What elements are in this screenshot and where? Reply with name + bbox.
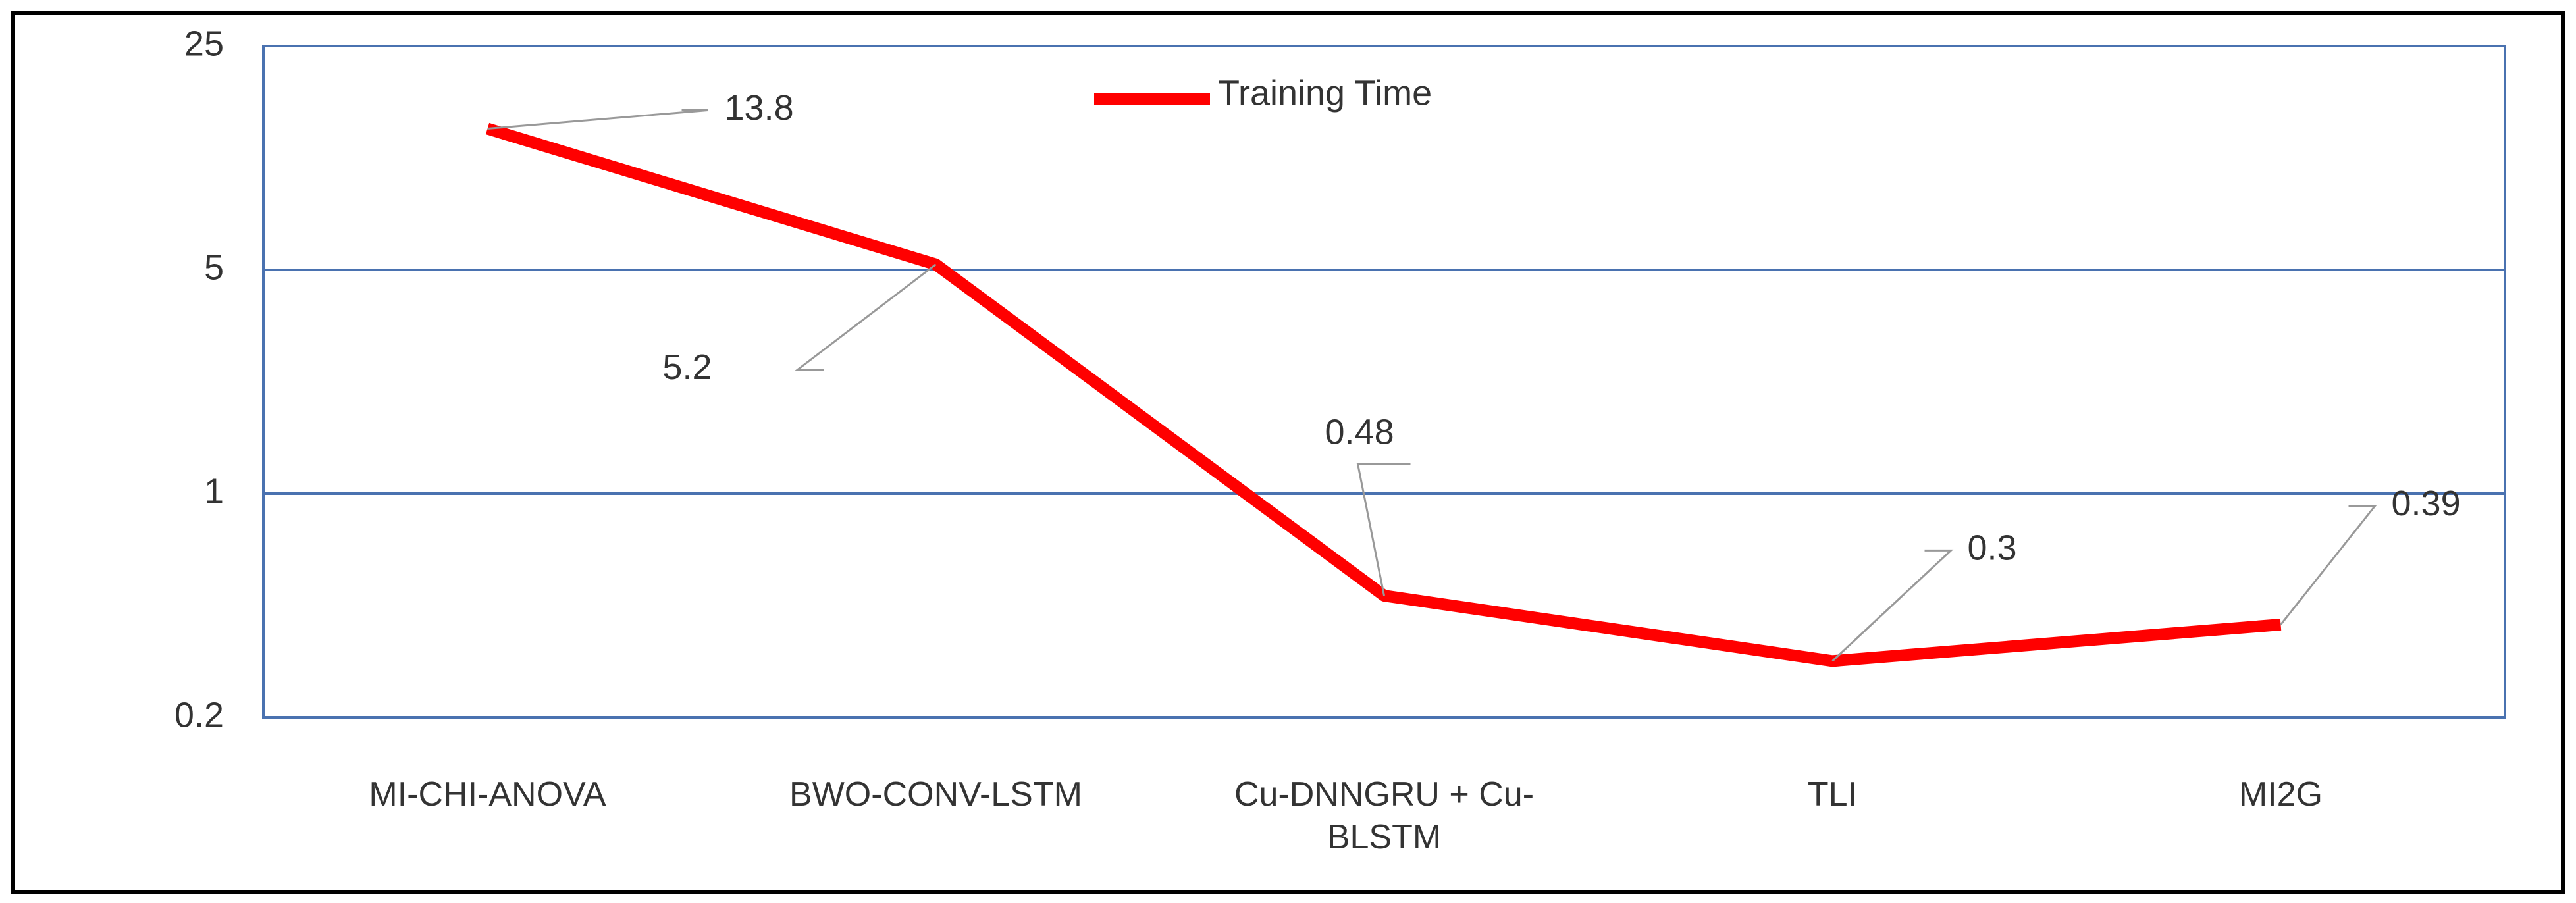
y-tick-label: 25 [184,24,224,63]
x-tick-label: MI-CHI-ANOVA [369,775,606,813]
plot-border [262,45,2506,719]
legend-label: Training Time [1218,73,1432,113]
data-label: 0.3 [1968,529,2017,568]
data-line [485,122,2282,667]
y-tick-label: 0.2 [174,695,224,735]
data-label: 0.39 [2392,484,2461,523]
y-tick-label: 1 [204,471,224,511]
x-tick-label: MI2G [2238,775,2323,813]
leader-line [2280,505,2377,625]
x-tick-label: BWO-CONV-LSTM [789,775,1082,813]
leader-line [1831,549,1954,662]
outer-border [11,11,2565,894]
y-tick-label: 5 [204,247,224,287]
leader-line [1356,463,1411,596]
data-label: 0.48 [1325,412,1394,452]
x-tick-label: TLI [1807,775,1858,813]
x-tick-label: Cu-DNNGRU + Cu-BLSTM [1234,775,1535,856]
leader-line [487,109,708,130]
leader-line [795,263,937,371]
data-label: 5.2 [662,348,712,387]
data-label: 13.8 [725,88,794,128]
